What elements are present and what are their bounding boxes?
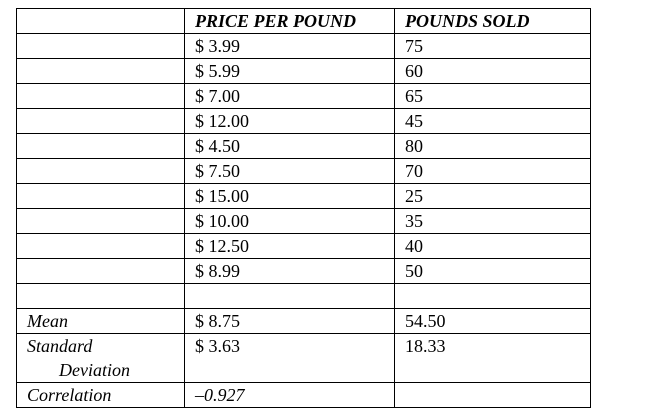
std-deviation-pounds: 18.33: [394, 333, 591, 383]
correlation-row: Correlation –0.927: [16, 382, 591, 408]
price-cell: $ 8.99: [184, 258, 395, 284]
pounds-cell: 65: [394, 83, 591, 109]
pounds-cell: 80: [394, 133, 591, 159]
table-row: $ 8.99 50: [16, 258, 591, 284]
table-row: $ 15.00 25: [16, 183, 591, 209]
price-sales-table: PRICE PER POUND POUNDS SOLD $ 3.99 75 $ …: [16, 8, 591, 408]
std-deviation-price: $ 3.63: [184, 333, 395, 383]
std-deviation-label-line2: Deviation: [59, 360, 130, 380]
correlation-value: –0.927: [184, 382, 395, 408]
pounds-cell: 60: [394, 58, 591, 84]
row-label-cell: [16, 58, 185, 84]
row-label-cell: [16, 108, 185, 134]
price-cell: $ 3.99: [184, 33, 395, 59]
price-cell: $ 12.00: [184, 108, 395, 134]
table-row: $ 4.50 80: [16, 133, 591, 159]
row-label-cell: [16, 233, 185, 259]
price-cell: $ 4.50: [184, 133, 395, 159]
price-cell: $ 15.00: [184, 183, 395, 209]
std-deviation-label-line1: Standard: [27, 336, 93, 356]
price-cell: $ 10.00: [184, 208, 395, 234]
std-deviation-row: Standard Deviation $ 3.63 18.33: [16, 333, 591, 383]
header-pounds-sold: POUNDS SOLD: [394, 8, 591, 34]
price-cell: $ 7.00: [184, 83, 395, 109]
price-cell: $ 12.50: [184, 233, 395, 259]
table-row: $ 3.99 75: [16, 33, 591, 59]
price-cell: $ 7.50: [184, 158, 395, 184]
row-label-cell: [16, 133, 185, 159]
spacer-cell: [184, 283, 395, 309]
table-row: $ 5.99 60: [16, 58, 591, 84]
pounds-cell: 45: [394, 108, 591, 134]
row-label-cell: [16, 258, 185, 284]
row-label-cell: [16, 33, 185, 59]
pounds-cell: 40: [394, 233, 591, 259]
header-row: PRICE PER POUND POUNDS SOLD: [16, 8, 591, 34]
std-deviation-label: Standard Deviation: [16, 333, 185, 383]
table-row: $ 12.00 45: [16, 108, 591, 134]
header-price-per-pound: PRICE PER POUND: [184, 8, 395, 34]
header-blank-cell: [16, 8, 185, 34]
mean-label: Mean: [16, 308, 185, 334]
spacer-cell: [394, 283, 591, 309]
table-row: $ 7.00 65: [16, 83, 591, 109]
mean-pounds: 54.50: [394, 308, 591, 334]
price-cell: $ 5.99: [184, 58, 395, 84]
row-label-cell: [16, 183, 185, 209]
spacer-cell: [16, 283, 185, 309]
pounds-cell: 50: [394, 258, 591, 284]
mean-row: Mean $ 8.75 54.50: [16, 308, 591, 334]
row-label-cell: [16, 158, 185, 184]
correlation-blank-cell: [394, 382, 591, 408]
table-row: $ 10.00 35: [16, 208, 591, 234]
table-row: $ 7.50 70: [16, 158, 591, 184]
pounds-cell: 70: [394, 158, 591, 184]
row-label-cell: [16, 83, 185, 109]
row-label-cell: [16, 208, 185, 234]
pounds-cell: 35: [394, 208, 591, 234]
mean-price: $ 8.75: [184, 308, 395, 334]
table-row: $ 12.50 40: [16, 233, 591, 259]
spacer-row: [16, 283, 591, 309]
correlation-label: Correlation: [16, 382, 185, 408]
pounds-cell: 25: [394, 183, 591, 209]
pounds-cell: 75: [394, 33, 591, 59]
